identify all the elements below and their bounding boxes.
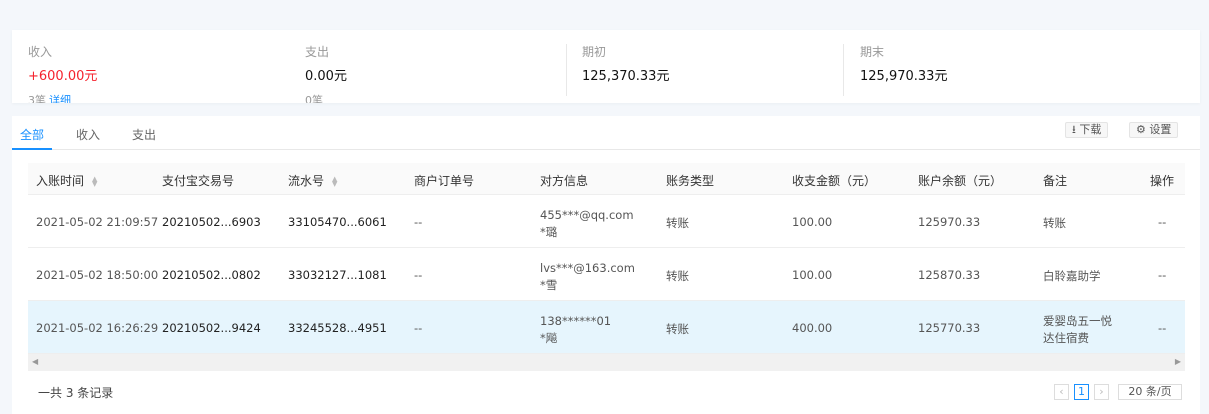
scroll-left-icon: ◀	[32, 357, 39, 366]
cell-order: --	[414, 321, 423, 335]
prev-page-button[interactable]: ‹	[1054, 384, 1069, 400]
cell-amount: 100.00	[792, 215, 833, 229]
col-type: 账务类型	[666, 174, 715, 188]
tab-expense[interactable]: 支出	[132, 128, 157, 142]
cell-party: 138******01 *飚	[540, 314, 612, 345]
tab-bar: 全部 收入 支出 ⭳ 下载 ⚙ 设置	[12, 116, 1200, 150]
col-note: 备注	[1043, 174, 1068, 188]
cell-serial: 33245528...4951	[288, 321, 387, 335]
table-row[interactable]: 2021-05-02 18:50:00 20210502...0802 330321…	[28, 248, 1185, 301]
cell-amount: 400.00	[792, 321, 833, 335]
cell-time: 2021-05-02 16:26:29	[36, 321, 159, 335]
col-party: 对方信息	[540, 174, 589, 188]
col-amount: 收支金额（元）	[792, 174, 877, 188]
cell-party: 455***@qq.com *璐	[540, 208, 634, 239]
table-row[interactable]: 2021-05-02 21:09:57 20210502...6903 331054…	[28, 195, 1185, 248]
cell-note: 白聆嘉助学	[1043, 269, 1101, 283]
cell-trade-no: 20210502...9424	[162, 321, 261, 335]
cell-serial: 33032127...1081	[288, 268, 387, 282]
col-serial[interactable]: 流水号 ▲ ▼	[288, 174, 338, 188]
cell-time: 2021-05-02 21:09:57	[36, 215, 159, 229]
income-detail-link[interactable]: 详细	[49, 94, 71, 103]
table-header: 入账时间 ▲ ▼ 支付宝交易号 流水号 ▲ ▼ 商户订单号 对方信息 账务类型 收支金额…	[28, 163, 1185, 195]
cell-serial: 33105470...6061	[288, 215, 387, 229]
cell-action: --	[1158, 215, 1167, 229]
gear-icon: ⚙	[1136, 123, 1146, 136]
active-tab-indicator	[12, 148, 52, 150]
col-trade-no: 支付宝交易号	[162, 174, 235, 188]
divider	[843, 44, 844, 96]
cell-type: 转账	[666, 269, 689, 283]
records-card: 全部 收入 支出 ⭳ 下载 ⚙ 设置 入账时间 ▲ ▼ 支付宝交易号 流水号 ▲ ▼ 商…	[12, 116, 1200, 414]
tab-income[interactable]: 收入	[76, 128, 101, 142]
summary-card: 收入 +600.00元 3笔 详细 支出 0.00元 0笔 期初 125,370.…	[12, 30, 1200, 103]
cell-order: --	[414, 268, 423, 282]
col-order: 商户订单号	[414, 174, 475, 188]
cell-party: lvs***@163.com *雪	[540, 261, 635, 292]
divider	[566, 44, 567, 96]
cell-amount: 100.00	[792, 268, 833, 282]
tab-all[interactable]: 全部	[20, 128, 45, 142]
horizontal-scrollbar[interactable]: ◀ ▶	[28, 354, 1185, 371]
cell-note: 转账	[1043, 216, 1066, 230]
records-table: 入账时间 ▲ ▼ 支付宝交易号 流水号 ▲ ▼ 商户订单号 对方信息 账务类型 收支金额…	[28, 163, 1185, 371]
sort-icon: ▲ ▼	[92, 174, 98, 188]
cell-trade-no: 20210502...0802	[162, 268, 261, 282]
cell-balance: 125770.33	[918, 321, 981, 335]
col-action: 操作	[1150, 174, 1175, 188]
page-size-select[interactable]: 20 条/页	[1118, 384, 1182, 400]
cell-action: --	[1158, 321, 1167, 335]
cell-balance: 125970.33	[918, 215, 981, 229]
download-button[interactable]: ⭳ 下载	[1065, 122, 1109, 138]
cell-order: --	[414, 215, 423, 229]
download-icon: ⭳	[1072, 123, 1076, 136]
cell-trade-no: 20210502...6903	[162, 215, 261, 229]
total-count: 一共 3 条记录	[38, 386, 114, 400]
col-time[interactable]: 入账时间 ▲ ▼	[36, 174, 98, 188]
page-1-button[interactable]: 1	[1074, 384, 1089, 400]
cell-type: 转账	[666, 322, 689, 336]
cell-balance: 125870.33	[918, 268, 981, 282]
scroll-right-icon: ▶	[1174, 357, 1181, 366]
next-page-button[interactable]: ›	[1094, 384, 1109, 400]
col-balance: 账户余额（元）	[918, 174, 1003, 188]
cell-time: 2021-05-02 18:50:00	[36, 268, 159, 282]
settings-button[interactable]: ⚙ 设置	[1129, 122, 1179, 138]
cell-note: 爱婴岛五一悦 达住宿费	[1043, 314, 1112, 345]
table-row[interactable]: 2021-05-02 16:26:29 20210502...9424 332455…	[28, 301, 1185, 354]
cell-type: 转账	[666, 216, 689, 230]
cell-action: --	[1158, 268, 1167, 282]
sort-icon: ▲ ▼	[332, 174, 338, 188]
